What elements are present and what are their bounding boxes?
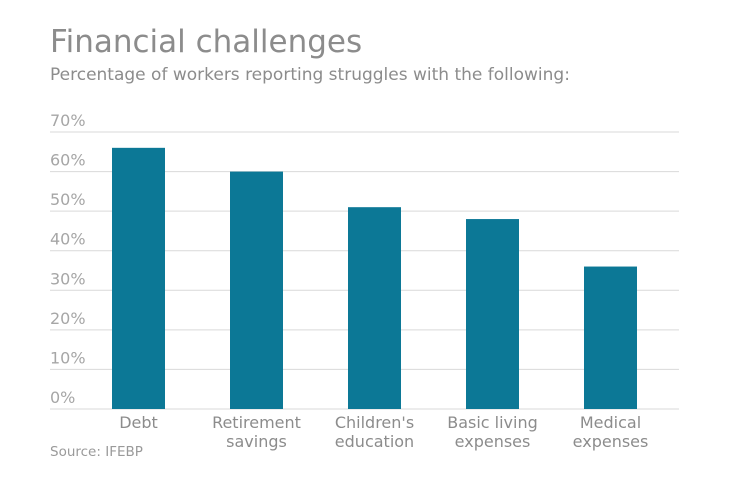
y-tick-label: 0% [50, 388, 75, 407]
bar [348, 207, 401, 409]
x-axis-category-labels: Debt Retirement savings Children's education… [119, 413, 648, 451]
y-axis-tick-labels: 0% 10% 20% 30% 40% 50% 60% 70% [50, 111, 86, 407]
bar [584, 266, 637, 409]
x-category-label: Debt [119, 413, 158, 432]
x-category-label: Medical expenses [573, 413, 649, 451]
y-tick-label: 20% [50, 309, 86, 328]
y-tick-label: 50% [50, 190, 86, 209]
x-category-label: Children's education [335, 413, 414, 451]
y-tick-label: 60% [50, 151, 86, 170]
bar [466, 219, 519, 409]
y-tick-label: 70% [50, 111, 86, 130]
y-tick-label: 30% [50, 269, 86, 288]
y-tick-label: 10% [50, 348, 86, 367]
bar [230, 171, 283, 409]
y-tick-label: 40% [50, 230, 86, 249]
bars [112, 147, 637, 410]
x-category-label: Retirement savings [212, 413, 301, 451]
chart-subtitle: Percentage of workers reporting struggle… [50, 65, 570, 85]
source-note: Source: IFEBP [50, 444, 143, 460]
x-category-label: Basic living expenses [447, 413, 538, 451]
chart-title: Financial challenges [50, 24, 362, 60]
bar [112, 147, 165, 410]
